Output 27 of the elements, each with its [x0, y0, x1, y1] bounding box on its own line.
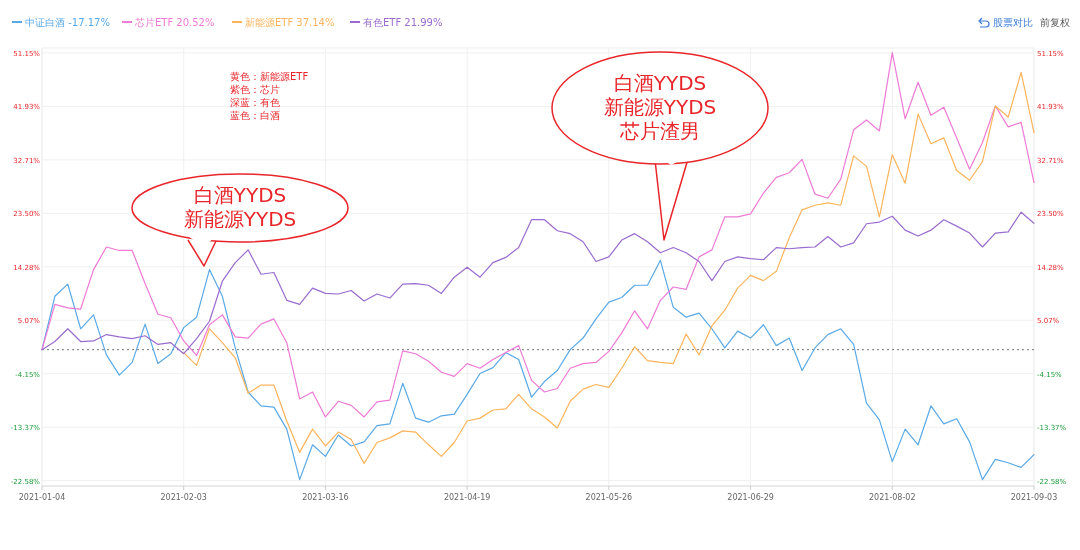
line-series: [183, 71, 1035, 464]
annotation: 紫色：芯片: [230, 84, 280, 95]
legend-label: 有色ETF 21.99%: [363, 17, 443, 28]
legend-label: 新能源ETF 37.14%: [245, 17, 335, 28]
line-series: [41, 211, 1035, 355]
text: 股票对比: [993, 17, 1033, 28]
annotation: 新能源YYDS: [603, 95, 717, 119]
x-tick-label: 2021-09-03: [1010, 493, 1058, 502]
annotation: 深蓝：有色: [230, 97, 280, 108]
x-tick-label: 2021-01-04: [18, 493, 66, 502]
x-tick-label: 2021-02-03: [160, 493, 207, 502]
x-tick-label: 2021-04-19: [443, 493, 491, 502]
x-tick-label: 2021-06-29: [727, 493, 774, 502]
text: 前复权: [1040, 17, 1070, 28]
annotation: 白酒YYDS: [193, 183, 287, 207]
x-tick-label: 2021-03-16: [302, 493, 349, 502]
line-series: [41, 52, 1035, 418]
line-series: [41, 259, 1035, 481]
legend-label: 中证白酒 -17.17%: [25, 17, 110, 28]
annotation: 白酒YYDS: [613, 71, 707, 95]
annotation: 芯片渣男: [619, 119, 700, 143]
x-tick-label: 2021-05-26: [585, 493, 633, 502]
annotation: 新能源YYDS: [183, 207, 297, 231]
x-tick-label: 2021-08-02: [869, 493, 916, 502]
annotation: 蓝色：白酒: [230, 110, 280, 121]
legend-label: 芯片ETF 20.52%: [134, 17, 215, 28]
annotation: 黄色：新能源ETF: [230, 71, 309, 82]
